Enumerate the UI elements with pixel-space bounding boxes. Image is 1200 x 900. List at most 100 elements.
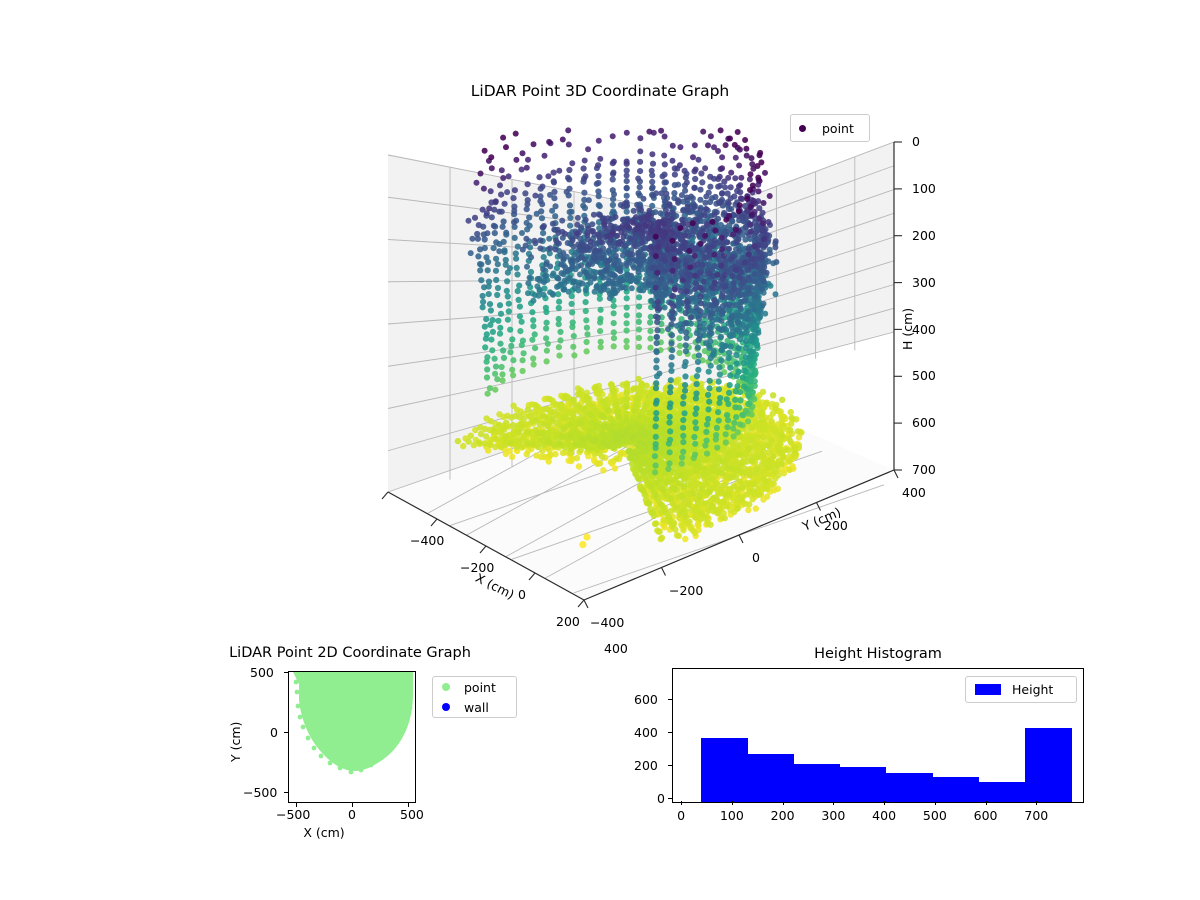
cloud-point [598, 270, 605, 277]
cloud-point [785, 446, 792, 454]
cloud-point [510, 195, 517, 202]
cloud-point [481, 284, 488, 291]
cloud-point [583, 348, 590, 355]
point-marker-icon [799, 124, 806, 132]
cloud-point [481, 147, 488, 154]
cloud-point [642, 222, 649, 229]
cloud-point [635, 375, 642, 383]
cloud-point [489, 317, 496, 324]
cloud-point [504, 189, 511, 196]
cloud-point [487, 188, 494, 195]
cloud-point [671, 171, 678, 178]
cloud-point [707, 183, 714, 190]
cloud-point [500, 426, 508, 433]
cloud-point [467, 250, 474, 257]
cloud-point [500, 354, 508, 361]
tickmarks-z [894, 141, 902, 471]
cloud-point [755, 188, 762, 195]
cloud-point [753, 229, 760, 236]
cloud-point [763, 400, 770, 408]
cloud-point [486, 385, 493, 392]
cloud-point [748, 437, 755, 444]
cloud-point [566, 166, 573, 174]
cloud-point [527, 268, 535, 276]
cloud-point [569, 237, 576, 244]
cloud-point [496, 330, 504, 337]
cloud-point [562, 414, 570, 421]
cloud-point [538, 215, 546, 222]
cloud-point [604, 233, 611, 240]
cloud-point [481, 323, 488, 330]
cloud-point [492, 370, 499, 377]
cloud-point [485, 291, 492, 298]
cloud-point [534, 283, 541, 290]
cloud-point [532, 345, 539, 352]
cloud-point [601, 221, 607, 227]
cloud-point [635, 175, 642, 182]
cloud-point [666, 201, 673, 208]
cloud-point [762, 242, 769, 248]
cloud-point [690, 228, 697, 234]
cloud-point [623, 312, 630, 319]
cloud-point [580, 165, 587, 172]
cloud-point [661, 161, 668, 168]
cloud-point [555, 304, 562, 312]
cloud-point [774, 462, 781, 469]
cloud-point [612, 401, 620, 409]
cloud-point [503, 287, 510, 294]
cloud-point [582, 299, 589, 306]
cloud-point [762, 169, 768, 176]
cloud-point [569, 323, 576, 331]
cloud-point [580, 405, 587, 413]
cloud-point [540, 266, 547, 273]
cloud-point [500, 347, 507, 354]
cloud-point [613, 455, 620, 462]
cloud-point [725, 205, 733, 213]
cloud-point [754, 163, 761, 169]
cloud-point [562, 268, 569, 275]
cloud-point [537, 193, 544, 200]
cloud-point [496, 421, 503, 429]
cloud-point [532, 192, 539, 199]
cloud-point [758, 411, 765, 418]
cloud-point [487, 307, 494, 314]
cloud-point [610, 329, 617, 336]
cloud-point [743, 145, 750, 152]
cloud-point [637, 148, 644, 155]
cloud-point [596, 247, 603, 254]
cloud-point [493, 255, 500, 262]
cloud-point [582, 307, 589, 315]
cloud-point [521, 410, 528, 418]
cloud-point [737, 189, 744, 196]
cloud-point [537, 453, 545, 461]
cloud-point [647, 344, 654, 351]
cloud-point [637, 168, 644, 175]
cloud-point [748, 424, 755, 431]
cloud-point [540, 291, 547, 298]
cloud-point [556, 298, 563, 305]
cloud-point [492, 386, 499, 393]
cloud-point [478, 277, 485, 284]
cloud-point [492, 267, 500, 274]
cloud-point [497, 324, 504, 331]
plot3d-axes[interactable]: −400 −200 0 200 400 −400 −200 0 200 400 … [300, 120, 940, 656]
cloud-point [732, 175, 739, 182]
legend-label-point: point [822, 120, 854, 136]
cloud-point [557, 337, 564, 344]
cloud-point [627, 235, 634, 242]
cloud-point [578, 262, 584, 269]
cloud-point [635, 318, 642, 325]
cloud-point [733, 239, 740, 246]
cloud-point [727, 135, 733, 142]
cloud-point [701, 212, 708, 219]
cloud-point [601, 400, 608, 407]
cloud-point [488, 214, 495, 221]
cloud-point [649, 185, 655, 192]
cloud-point [562, 230, 568, 237]
cloud-point [618, 284, 625, 291]
cloud-point [570, 396, 577, 403]
cloud-point [528, 254, 535, 261]
cloud-point [575, 463, 583, 470]
cloud-point [794, 428, 801, 435]
cloud-point [484, 354, 491, 361]
